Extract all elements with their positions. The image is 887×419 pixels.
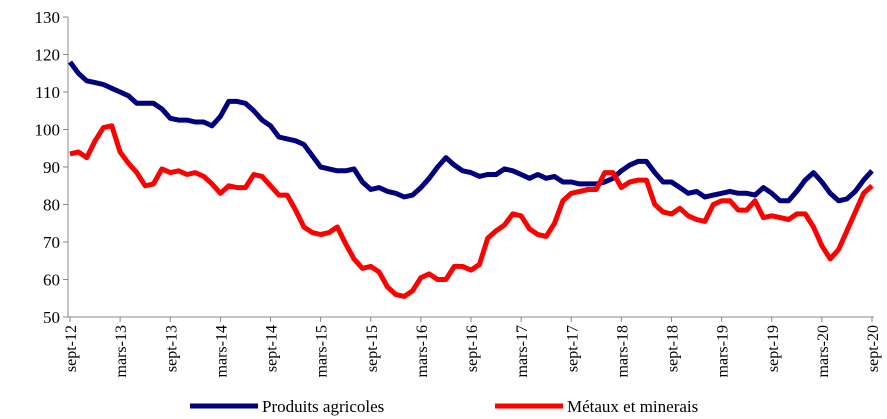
legend-label: Produits agricoles xyxy=(262,397,384,416)
y-tick-label: 110 xyxy=(35,83,60,102)
x-tick-label: sept-16 xyxy=(464,325,481,372)
series-line xyxy=(69,123,874,299)
series-line xyxy=(67,60,874,204)
x-tick-label: sept-19 xyxy=(765,325,782,372)
x-tick-label: sept-12 xyxy=(63,325,80,372)
x-tick-label: sept-15 xyxy=(364,325,381,372)
y-tick-label: 130 xyxy=(35,8,61,27)
y-tick-label: 100 xyxy=(35,121,61,140)
x-tick-label: sept-18 xyxy=(665,325,682,372)
y-tick-label: 90 xyxy=(43,158,60,177)
y-tick-label: 70 xyxy=(43,233,60,252)
x-tick-label: sept-17 xyxy=(564,325,581,372)
x-tick-label: mars-17 xyxy=(514,325,531,377)
x-tick-label: mars-15 xyxy=(314,325,331,377)
x-tick-label: sept-20 xyxy=(865,325,882,372)
x-tick-label: mars-19 xyxy=(715,325,732,377)
y-tick-label: 50 xyxy=(43,308,60,327)
x-tick-label: mars-18 xyxy=(614,325,631,377)
legend-label: Métaux et minerais xyxy=(567,397,698,416)
x-tick-label: mars-16 xyxy=(414,325,431,377)
x-tick-label: mars-20 xyxy=(815,325,832,377)
y-tick-label: 60 xyxy=(43,271,60,290)
y-tick-label: 120 xyxy=(35,46,61,65)
x-tick-label: mars-13 xyxy=(113,325,130,377)
x-tick-label: mars-14 xyxy=(213,325,230,377)
y-tick-label: 80 xyxy=(43,196,60,215)
x-tick-label: sept-13 xyxy=(163,325,180,372)
x-tick-label: sept-14 xyxy=(264,325,281,372)
